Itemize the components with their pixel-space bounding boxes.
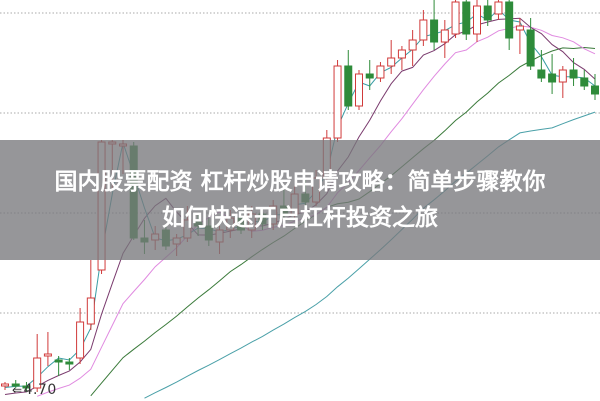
candle-body [387,57,396,67]
candle-body [22,385,31,389]
candle-body [397,49,406,59]
candle-body [1,383,9,387]
candle-body [591,85,599,95]
candle-body [569,69,578,79]
candle-body [76,321,85,359]
candle-body [537,69,546,79]
candle-body [355,73,363,107]
candle-body [365,73,374,79]
candle-body [451,1,460,35]
candle-body [548,73,557,83]
low-price-value: 4.70 [23,382,57,398]
candle-body [408,39,417,51]
low-price-label: ⇐4.70 [12,382,57,398]
candle-body [333,65,342,139]
candle-body [86,297,95,325]
candle-body [430,19,439,43]
candle-body [483,5,492,21]
candle-body [440,29,449,43]
candle-body [344,65,353,107]
arrow-left-icon: ⇐ [12,383,23,397]
candle-body [54,359,63,363]
title-line-1: 国内股票配资 杠杆炒股申请攻略：简单步骤教你 [54,169,546,195]
candle-body [33,357,42,389]
candle-body [462,1,471,35]
candle-body [376,65,385,79]
candle-body [515,25,524,31]
candle-body [580,77,589,87]
candle-body [526,29,535,67]
candle-body [65,361,74,365]
candle-body [11,383,20,387]
candle-body [473,5,481,35]
candle-body [43,353,52,357]
title-line-2: 如何快速开启杠杆投资之旅 [162,205,438,231]
candle-body [558,69,567,83]
title-banner: 国内股票配资 杠杆炒股申请攻略：简单步骤教你 如何快速开启杠杆投资之旅 [0,140,600,260]
candle-body [419,19,428,41]
candle-body [505,1,514,39]
candle-body [494,1,503,15]
